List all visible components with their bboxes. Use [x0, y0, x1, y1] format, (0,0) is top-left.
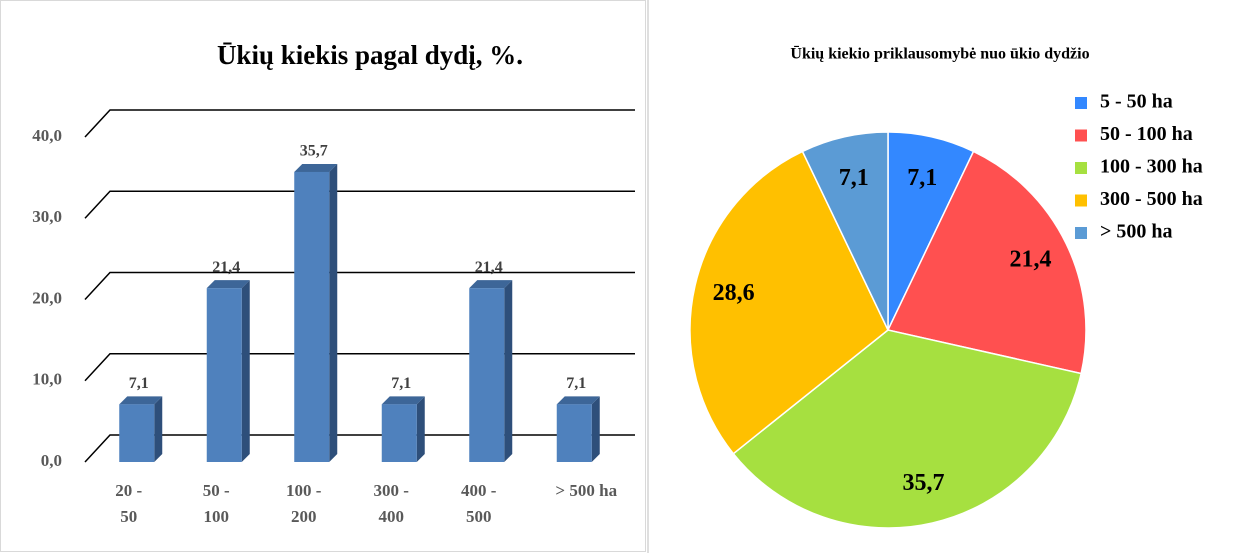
- bar-top: [206, 280, 250, 289]
- bar-front: [469, 288, 505, 462]
- legend-swatch: [1075, 227, 1087, 239]
- x-tick-line: 100 -: [286, 481, 322, 500]
- bar-side: [416, 396, 425, 462]
- x-tick-line: 400 -: [461, 481, 497, 500]
- x-tick-line: 50: [120, 507, 137, 526]
- data-label: 7,1: [907, 165, 937, 191]
- grid-line: [84, 434, 635, 463]
- grid-line: [84, 271, 635, 301]
- data-label: 21,4: [475, 259, 503, 276]
- data-label: 21,4: [1010, 246, 1052, 272]
- x-tick-line: 100: [204, 507, 230, 526]
- x-tick-label: 100 - 200: [286, 481, 322, 526]
- bar-front: [381, 404, 417, 462]
- pie-slice: [801, 131, 889, 331]
- legend-swatch: [1075, 97, 1087, 109]
- x-tick-line: 300 -: [374, 481, 410, 500]
- bar-top: [556, 396, 600, 405]
- legend-swatch: [1075, 162, 1087, 174]
- x-tick-label: 50 - 100: [203, 481, 230, 526]
- grid-line: [84, 190, 635, 219]
- x-tick-label: 300 - 400: [374, 481, 410, 526]
- x-tick-label: > 500 ha: [555, 481, 617, 500]
- grid-line: [84, 109, 635, 138]
- bar-side: [591, 396, 600, 462]
- data-label: 7,1: [391, 375, 411, 392]
- pie-slice: [732, 329, 1083, 529]
- bar-side: [329, 163, 338, 462]
- legend-label: 50 - 100 ha: [1100, 123, 1193, 145]
- bar-side: [154, 396, 163, 462]
- bar-front: [119, 404, 155, 462]
- bar-top: [381, 396, 425, 405]
- legend-label: 5 - 50 ha: [1100, 91, 1173, 113]
- y-tick-label: 0,0: [41, 451, 62, 470]
- bar-side: [241, 280, 250, 462]
- bar: [381, 396, 425, 462]
- data-label: 28,6: [713, 280, 755, 306]
- bar: [556, 396, 600, 462]
- x-tick-line: 50 -: [203, 481, 230, 500]
- x-tick-line: 20 -: [115, 481, 142, 500]
- data-label: 7,1: [129, 375, 149, 392]
- x-tick-line: 400: [379, 507, 405, 526]
- x-tick-line: 200: [291, 507, 317, 526]
- x-tick-label: 400 - 500: [461, 481, 497, 526]
- bar: [119, 396, 163, 462]
- grid-line: [84, 353, 635, 382]
- bar-top: [119, 396, 163, 405]
- bar-title: Ūkių kiekis pagal dydį, %.: [217, 40, 523, 70]
- bar-front: [556, 404, 592, 462]
- bar-front: [294, 171, 330, 462]
- bar: [469, 280, 513, 462]
- legend-swatch: [1075, 194, 1087, 207]
- x-tick-label: 20 - 50: [115, 481, 142, 526]
- bar-top: [469, 280, 513, 289]
- legend-label: 100 - 300 ha: [1100, 156, 1203, 178]
- legend-label: > 500 ha: [1100, 221, 1173, 243]
- data-label: 7,1: [839, 165, 869, 191]
- pie-title: Ūkių kiekio priklausomybė nuo ūkio dydži…: [790, 45, 1089, 63]
- data-label: 35,7: [903, 470, 945, 496]
- y-tick-label: 30,0: [32, 207, 62, 226]
- x-tick-line: 500: [466, 507, 492, 526]
- legend-swatch: [1075, 129, 1087, 142]
- data-label: 35,7: [300, 143, 328, 160]
- data-label: 21,4: [212, 259, 240, 276]
- bar: [294, 163, 338, 462]
- bar-front: [206, 288, 242, 462]
- y-tick-label: 40,0: [32, 126, 62, 145]
- bar-side: [504, 280, 513, 462]
- y-tick-label: 20,0: [32, 288, 62, 307]
- y-tick-label: 10,0: [32, 370, 62, 389]
- legend-label: 300 - 500 ha: [1100, 188, 1203, 210]
- bar-top: [294, 163, 338, 172]
- bar: [206, 280, 250, 462]
- data-label: 7,1: [566, 375, 586, 392]
- pie-slice: [886, 150, 1087, 375]
